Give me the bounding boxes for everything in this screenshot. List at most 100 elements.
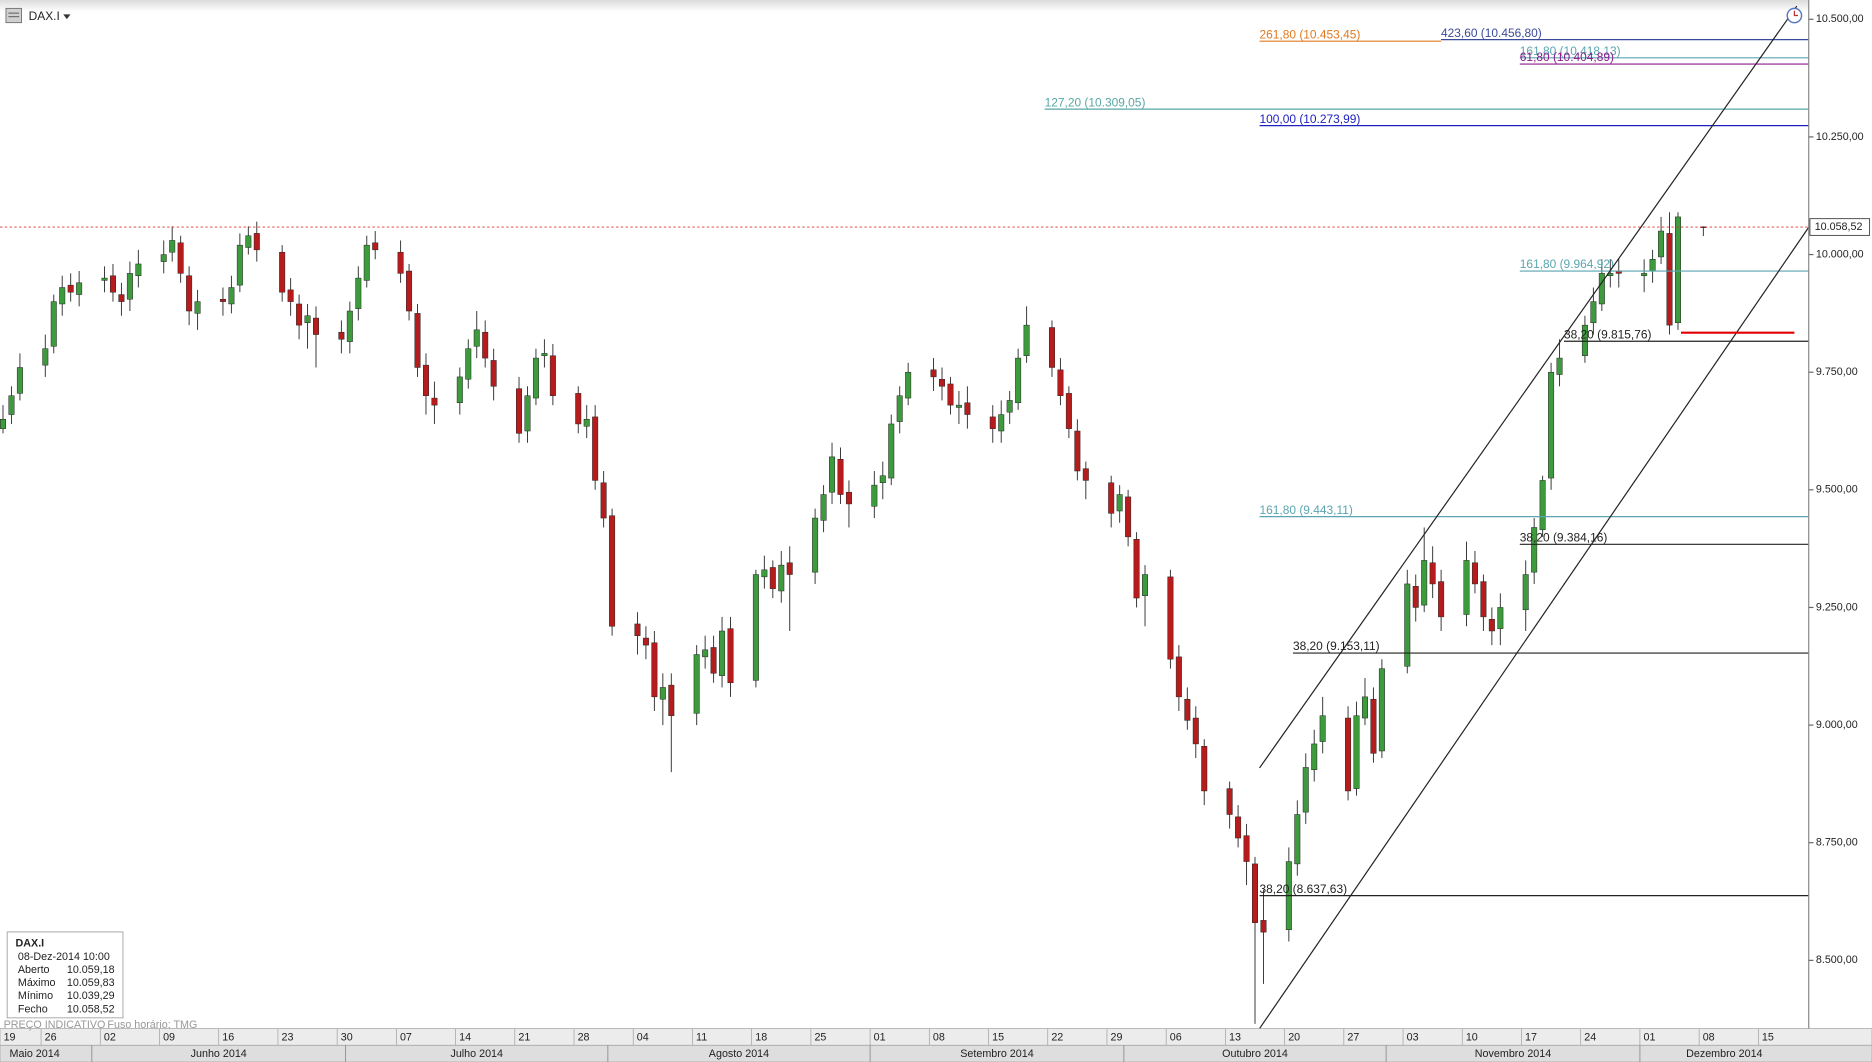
candle-body	[549, 355, 556, 396]
dropdown-arrow[interactable]	[63, 14, 71, 20]
candle-body	[169, 240, 176, 253]
month-axis	[0, 1044, 1872, 1062]
candle-body	[710, 647, 717, 674]
candle-body	[16, 367, 23, 394]
candle-body	[947, 383, 954, 406]
info-value: 10.059,18	[67, 964, 115, 976]
month-label: Julho 2014	[450, 1048, 503, 1060]
candle-body	[1192, 717, 1199, 745]
candle-body	[812, 517, 819, 573]
x-tick-label: 29	[1111, 1031, 1123, 1043]
info-label: Aberto	[18, 964, 50, 976]
x-tick-label: 27	[1347, 1031, 1359, 1043]
y-tick-label: 8.750,00	[1816, 837, 1858, 849]
candle-body	[659, 687, 666, 700]
candle-body	[1378, 668, 1385, 752]
fib-label: 38,20 (9.153,11)	[1293, 639, 1380, 653]
x-tick-label: 17	[1525, 1031, 1537, 1043]
symbol-label[interactable]: DAX.I	[29, 9, 60, 23]
x-tick-label: 13	[1229, 1031, 1241, 1043]
info-box-frame	[6, 931, 124, 1019]
candle-body	[1294, 814, 1301, 865]
candle-body	[465, 348, 472, 380]
candle-body	[1353, 715, 1360, 789]
candle-body	[1641, 273, 1648, 276]
candle-body	[1023, 324, 1030, 356]
y-tick-label: 10.250,00	[1816, 131, 1864, 143]
candle-body	[1065, 393, 1072, 429]
candle-body	[160, 254, 167, 262]
candle-body	[1311, 743, 1318, 771]
candle-body	[1412, 586, 1419, 608]
candle-body	[879, 475, 886, 484]
candle-body	[634, 623, 641, 636]
candle-body	[1235, 816, 1242, 839]
candle-body	[1116, 494, 1123, 512]
x-tick-label: 11	[696, 1031, 707, 1043]
candle-body	[668, 684, 675, 716]
candle-body	[1581, 324, 1588, 356]
candle-body	[1302, 767, 1309, 813]
last-price-box	[1809, 218, 1871, 236]
candle-body	[1438, 581, 1445, 618]
candle-body	[355, 277, 362, 309]
candle-body	[1463, 560, 1470, 615]
candle-body	[1649, 259, 1656, 272]
candle-body	[397, 251, 404, 274]
candle-body	[135, 263, 142, 276]
last-price-label: 10.058,52	[1815, 221, 1863, 233]
candle-body	[406, 270, 413, 312]
symbol-selector[interactable]: DAX.I	[5, 7, 71, 24]
x-tick-label: 15	[992, 1031, 1004, 1043]
candle-body	[372, 242, 379, 251]
selector-icon[interactable]	[5, 7, 22, 24]
candle-body	[769, 567, 776, 589]
x-tick-label: 19	[4, 1031, 16, 1043]
candle-body	[194, 301, 201, 314]
candle-body	[609, 515, 616, 627]
candle-body	[1074, 430, 1081, 472]
clock-hands	[1793, 10, 1798, 17]
candle-body	[600, 482, 607, 519]
y-tick-label: 9.000,00	[1816, 719, 1858, 731]
month-label: Outubro 2014	[1222, 1048, 1288, 1060]
fib-label: 161,80 (9.443,11)	[1260, 503, 1353, 517]
info-label: Mínimo	[18, 990, 53, 1002]
candle-body	[541, 353, 548, 356]
clock-icon[interactable]	[1786, 7, 1803, 24]
candle-body	[642, 637, 649, 646]
candle-body	[279, 251, 286, 293]
candle-body	[1666, 233, 1673, 326]
candle-body	[1082, 468, 1089, 481]
candle-body	[1201, 746, 1208, 792]
candle-body	[1260, 920, 1267, 933]
info-value: 10.059,83	[67, 977, 115, 989]
info-symbol: DAX.I	[16, 938, 45, 950]
candle-body	[592, 416, 599, 481]
candle-body	[296, 303, 303, 326]
candle-body	[50, 301, 57, 347]
month-label: Agosto 2014	[709, 1048, 769, 1060]
candle-body	[1590, 301, 1597, 324]
candle-body	[363, 244, 370, 281]
info-datetime: 08-Dez-2014 10:00	[18, 951, 110, 963]
candle-body	[989, 416, 996, 429]
candle-body	[42, 348, 49, 366]
fib-label: 100,00 (10.273,99)	[1260, 112, 1361, 126]
x-tick-label: 01	[874, 1031, 886, 1043]
footer-timezone: Fuso horário: TMG	[107, 1019, 197, 1031]
top-band	[0, 0, 1809, 12]
candle-body	[67, 284, 74, 293]
candle-body	[186, 275, 193, 312]
x-tick-label: 28	[578, 1031, 590, 1043]
candle-body	[8, 395, 15, 415]
candle-body	[1175, 656, 1182, 698]
candle-body	[1048, 327, 1055, 368]
trend-line	[1259, 5, 1798, 769]
candle-body	[1531, 527, 1538, 573]
candle-body	[778, 564, 785, 592]
candle-body	[219, 299, 226, 302]
